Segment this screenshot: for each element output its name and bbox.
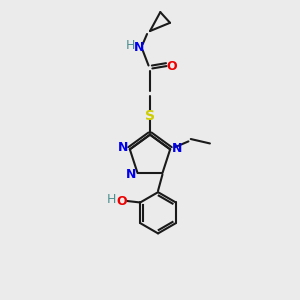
Text: O: O: [166, 60, 176, 73]
Text: N: N: [118, 141, 128, 154]
Text: H: H: [125, 39, 135, 52]
Text: N: N: [134, 41, 144, 54]
Text: N: N: [172, 142, 182, 155]
Text: N: N: [126, 168, 136, 181]
Text: H: H: [107, 193, 116, 206]
Text: O: O: [117, 194, 127, 208]
Text: S: S: [145, 109, 155, 122]
